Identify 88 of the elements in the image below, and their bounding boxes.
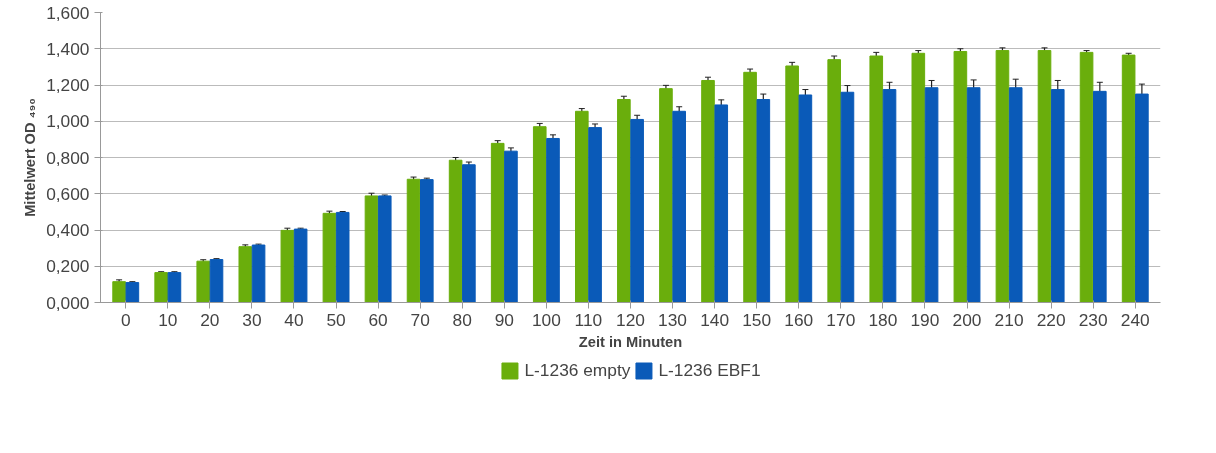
bar [630, 118, 644, 303]
bar [1037, 50, 1052, 303]
x-tick-label: 240 [1120, 309, 1150, 330]
bar [1050, 89, 1065, 303]
x-tick-label: 130 [658, 309, 688, 330]
x-tick-label: 170 [826, 309, 856, 330]
bar [756, 99, 771, 303]
bar [785, 65, 799, 303]
y-tick-label: 1,400 [46, 38, 90, 59]
x-tick-label: 120 [616, 309, 645, 330]
x-axis-title: Zeit in Minuten [578, 333, 683, 350]
bar [617, 99, 631, 303]
bar [364, 195, 379, 303]
bar [420, 179, 434, 303]
x-tick-label: 110 [574, 309, 603, 330]
bar [167, 272, 182, 303]
bar [1093, 90, 1107, 303]
bar [953, 50, 968, 303]
bar [659, 88, 673, 303]
bar [377, 195, 392, 303]
x-tick-label: 160 [784, 309, 814, 330]
legend-label: L-1236 empty [524, 359, 631, 381]
x-tick-label: 60 [368, 309, 388, 330]
y-tick-label: 1,600 [46, 2, 90, 23]
bar [462, 164, 476, 303]
bar [840, 91, 855, 303]
bar [575, 110, 589, 303]
bar [322, 212, 337, 303]
x-tick-label: 220 [1036, 309, 1066, 330]
x-tick-label: 100 [531, 309, 561, 330]
x-tick-label: 190 [910, 309, 940, 330]
bar [504, 150, 518, 303]
bar [1008, 87, 1023, 303]
y-axis-title: Mittelwert OD ₄₉₀ [22, 98, 39, 217]
bar [280, 229, 295, 303]
bar [882, 89, 897, 303]
x-tick-label: 70 [410, 309, 430, 330]
x-tick-label: 50 [326, 309, 346, 330]
bar [125, 282, 140, 303]
x-tick-label: 230 [1078, 309, 1108, 330]
bar [966, 87, 981, 303]
x-tick-label: 80 [452, 309, 472, 330]
bar [588, 127, 602, 303]
bar [448, 159, 463, 303]
bar [406, 178, 421, 303]
bar [1121, 54, 1136, 303]
x-tick-label: 140 [700, 309, 730, 330]
bar [798, 94, 813, 303]
bar [869, 55, 884, 303]
x-tick-label: 180 [868, 309, 898, 330]
bar [490, 142, 505, 303]
bar [1135, 93, 1149, 303]
bar [251, 244, 266, 303]
bar [714, 104, 729, 303]
bar [827, 59, 841, 303]
x-tick-label: 30 [242, 309, 262, 330]
bar [154, 272, 168, 303]
bar [532, 126, 547, 303]
bar [209, 259, 224, 303]
x-tick-label: 20 [200, 309, 220, 330]
bar [701, 79, 715, 303]
bar [546, 137, 560, 303]
bar [112, 281, 126, 303]
y-tick-label: 0,400 [46, 220, 90, 240]
y-tick-label: 0,600 [46, 183, 90, 204]
x-tick-label: 200 [952, 309, 982, 330]
bar [672, 110, 686, 303]
y-tick-label: 0,000 [46, 292, 90, 313]
bar [1079, 51, 1094, 303]
y-tick-label: 1,000 [46, 111, 90, 132]
x-tick-label: 90 [494, 309, 514, 330]
bar [743, 71, 757, 303]
x-tick-label: 40 [284, 309, 304, 330]
y-tick-label: 1,200 [46, 75, 90, 95]
y-tick-label: 0,800 [46, 147, 90, 168]
bar [995, 50, 1010, 303]
x-tick-label: 0 [120, 309, 131, 330]
y-tick-label: 0,200 [46, 256, 90, 277]
bar [196, 260, 211, 303]
bar [911, 52, 926, 303]
bar [924, 87, 939, 303]
bar [335, 211, 350, 303]
x-tick-label: 210 [994, 309, 1024, 330]
bar [238, 246, 253, 303]
legend-label: L-1236 EBF1 [658, 359, 761, 381]
x-tick-label: 10 [158, 309, 178, 330]
x-tick-label: 150 [742, 309, 772, 330]
bar [293, 228, 308, 303]
